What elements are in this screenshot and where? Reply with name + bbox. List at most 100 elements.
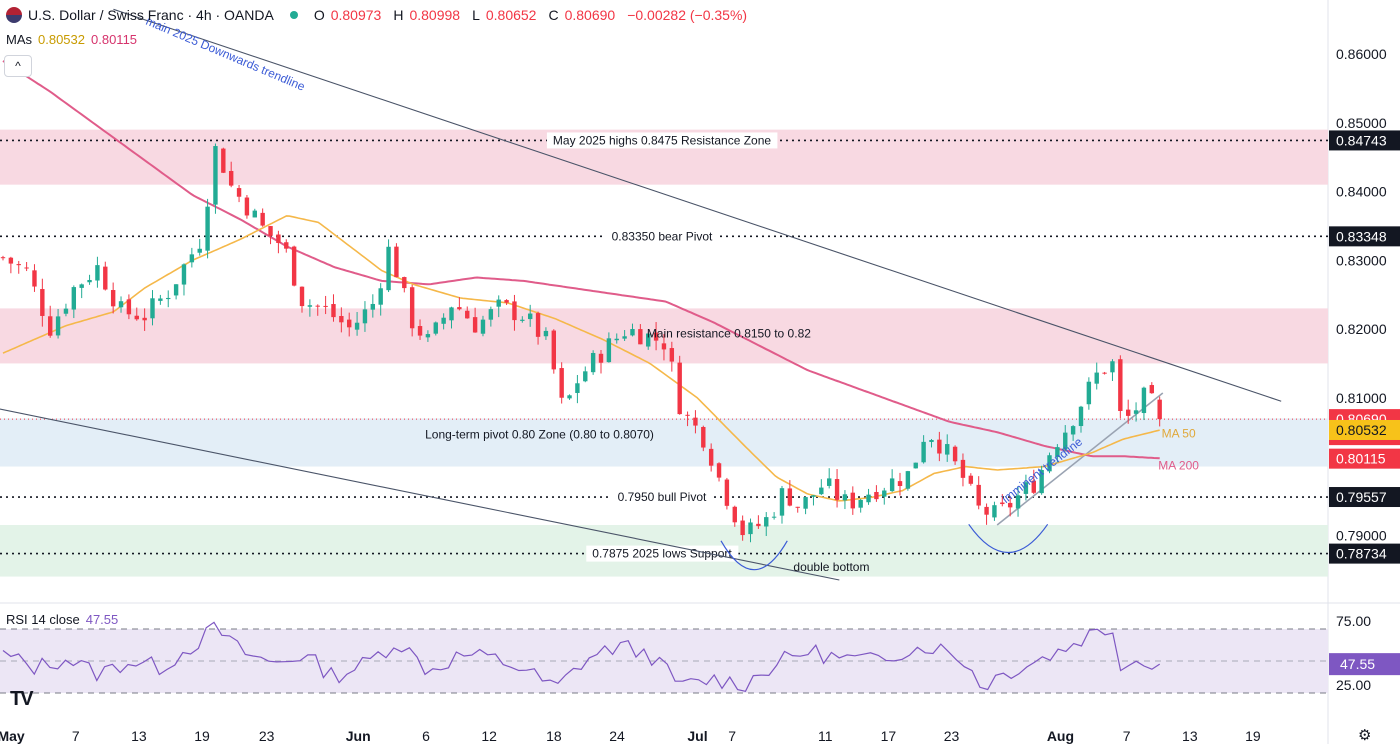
candle-body xyxy=(583,371,588,382)
double-bottom-arc-2 xyxy=(968,523,1049,553)
candle-body xyxy=(779,488,785,516)
candle-body xyxy=(716,463,722,478)
horizontal-levels: May 2025 highs 0.8475 Resistance Zone 0.8… xyxy=(0,132,1328,562)
candle-body xyxy=(992,505,997,518)
candle-body xyxy=(457,307,462,310)
collapse-legend-button[interactable]: ^ xyxy=(4,55,32,77)
candle-body xyxy=(95,265,100,281)
candle-body xyxy=(205,206,210,251)
candle-body xyxy=(362,309,368,324)
candle-body xyxy=(441,317,446,324)
high-value: 0.80998 xyxy=(409,7,461,23)
candle-body xyxy=(252,210,257,218)
candle-body xyxy=(1015,495,1021,509)
candle-body xyxy=(299,286,305,307)
x-tick-label: 18 xyxy=(546,728,562,744)
candle-body xyxy=(1157,399,1162,420)
candle-body xyxy=(1055,447,1060,458)
candle-body xyxy=(1047,455,1052,472)
candle-body xyxy=(960,459,966,478)
candle-body xyxy=(520,319,525,321)
axes: 0.86000 0.85000 0.84000 0.83000 0.82000 0.810… xyxy=(0,46,1400,744)
candle-body xyxy=(307,305,313,307)
candle-body xyxy=(1094,372,1099,384)
price-tag xyxy=(1329,226,1400,247)
price-tag-value: 0.78734 xyxy=(1336,546,1387,562)
candle-body xyxy=(110,290,116,307)
level-label: May 2025 highs 0.8475 Resistance Zone xyxy=(553,133,771,147)
open-label: O xyxy=(313,7,325,23)
candle-body xyxy=(638,329,643,345)
x-tick-label: May xyxy=(0,728,25,744)
candle-body xyxy=(897,481,903,486)
x-tick-label: Jul xyxy=(687,728,707,744)
candle-body xyxy=(496,299,501,307)
candle-body xyxy=(370,303,376,310)
rsi-legend[interactable]: RSI 14 close 47.55 xyxy=(6,612,118,627)
candle-body xyxy=(811,495,816,497)
candle-body xyxy=(24,267,29,269)
tradingview-logo-icon[interactable]: TV xyxy=(10,688,34,710)
y-tick-label: 0.84000 xyxy=(1336,184,1387,200)
candle-body xyxy=(213,146,218,205)
y-tick-label: 0.86000 xyxy=(1336,46,1387,62)
candle-body xyxy=(614,338,619,341)
moving-averages xyxy=(2,60,1160,502)
candle-body xyxy=(48,316,53,336)
candle-body xyxy=(8,257,14,264)
x-tick-label: 23 xyxy=(259,728,275,744)
x-tick-label: 19 xyxy=(194,728,210,744)
candle-body xyxy=(1000,502,1005,505)
candle-body xyxy=(402,277,407,289)
candle-body xyxy=(118,301,124,308)
candle-body xyxy=(795,506,800,508)
candle-body xyxy=(158,298,163,301)
candle-body xyxy=(834,479,840,500)
candle-body xyxy=(291,246,297,286)
candle-body xyxy=(339,316,344,323)
annotation-label: main 2025 Downwards trendline xyxy=(144,14,308,94)
open-value: 0.80973 xyxy=(330,7,382,23)
gear-icon[interactable]: ⚙ xyxy=(1358,727,1372,744)
price-tag xyxy=(1329,419,1400,440)
candle-body xyxy=(71,287,77,310)
candle-body xyxy=(937,439,942,454)
candle-body xyxy=(693,417,698,426)
candle-body xyxy=(1023,482,1029,494)
rsi-label: RSI xyxy=(6,612,28,627)
candle-body xyxy=(1118,359,1123,412)
level-label-bg xyxy=(611,489,714,506)
mas-legend[interactable]: MAs 0.80532 0.80115 xyxy=(6,32,137,47)
trendline xyxy=(113,8,1282,402)
candle-body xyxy=(756,523,761,527)
x-tick-label: 17 xyxy=(881,728,897,744)
candle-body xyxy=(551,330,556,370)
level-label: 0.83350 bear Pivot xyxy=(612,229,713,243)
candle-body xyxy=(764,517,769,527)
candle-body xyxy=(575,383,580,393)
candle-body xyxy=(221,148,226,173)
candle-body xyxy=(803,497,808,509)
candle-body xyxy=(1110,361,1115,373)
candle-body xyxy=(276,234,281,244)
rsi-value: 47.55 xyxy=(85,612,119,627)
candle-body xyxy=(669,348,675,362)
y-tick-label: 0.85000 xyxy=(1336,115,1387,131)
candle-body xyxy=(826,478,832,486)
x-tick-label: 23 xyxy=(944,728,960,744)
low-label: L xyxy=(472,7,480,23)
candle-body xyxy=(189,254,195,263)
candle-body xyxy=(1039,469,1044,494)
rsi-value-tag-text: 47.55 xyxy=(1340,656,1375,672)
trendlines xyxy=(0,8,1282,581)
price-tag-value: 0.80115 xyxy=(1336,451,1386,467)
candle-body xyxy=(866,494,871,503)
candle-body xyxy=(677,362,682,415)
rsi-params: 14 close xyxy=(31,612,80,627)
symbol-title[interactable]: U.S. Dollar / Swiss Franc · 4h · OANDA xyxy=(28,7,274,23)
x-tick-label: 11 xyxy=(818,728,833,744)
candle-body xyxy=(449,307,454,321)
candle-body xyxy=(842,494,848,501)
candle-body xyxy=(79,284,84,288)
